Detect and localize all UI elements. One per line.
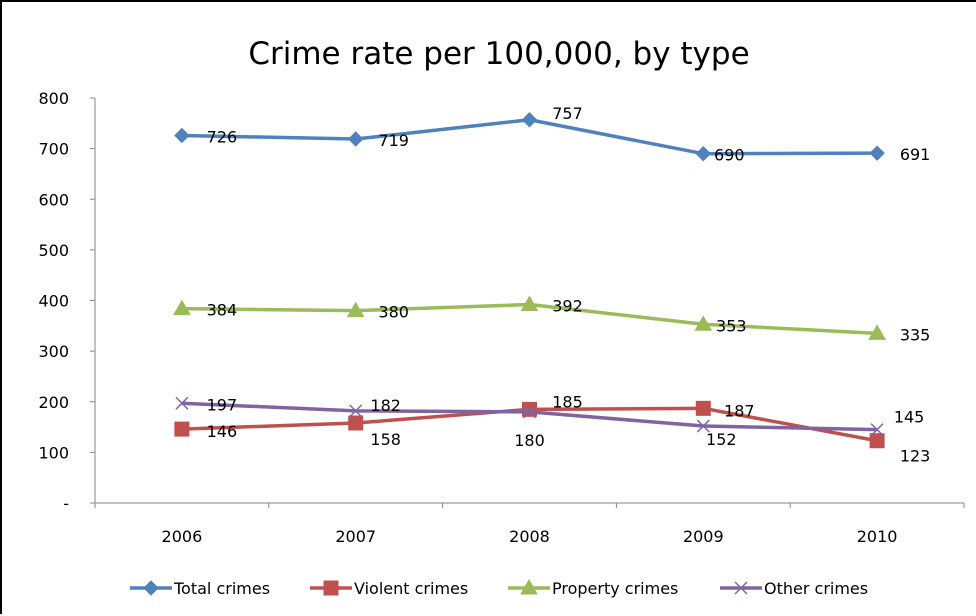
data-label-property-crimes: 335 xyxy=(900,325,931,344)
y-tick-label: 800 xyxy=(38,89,69,108)
y-tick-label: 600 xyxy=(38,190,69,209)
data-label-total-crimes: 719 xyxy=(378,131,409,150)
series-total-crimes xyxy=(174,112,885,162)
data-label-other-crimes: 145 xyxy=(894,408,925,427)
x-tick-label: 2010 xyxy=(857,527,898,546)
data-point-other-crimes xyxy=(522,405,537,419)
legend-label: Total crimes xyxy=(173,579,270,598)
data-label-total-crimes: 691 xyxy=(900,145,931,164)
data-label-property-crimes: 384 xyxy=(207,301,238,320)
data-point-property-crimes xyxy=(520,295,539,312)
data-point-other-crimes xyxy=(175,396,189,410)
y-tick-label: 400 xyxy=(38,292,69,311)
legend-label: Property crimes xyxy=(552,579,678,598)
x-tick-label: 2006 xyxy=(162,527,203,546)
legend-marker xyxy=(143,580,159,596)
data-label-other-crimes: 180 xyxy=(514,431,545,450)
legend-item-total-crimes: Total crimes xyxy=(130,579,270,598)
data-label-violent-crimes: 123 xyxy=(900,447,931,466)
data-point-property-crimes xyxy=(346,301,365,318)
data-point-violent-crimes xyxy=(695,400,711,416)
data-point-total-crimes xyxy=(347,131,364,147)
legend-label: Other crimes xyxy=(764,579,868,598)
data-labels: 726 719 757 690 691 146 158 185 187 123 384 380 392 3… xyxy=(207,104,931,466)
data-point-other-crimes xyxy=(870,423,884,437)
data-point-violent-crimes xyxy=(174,421,190,437)
legend-item-violent-crimes: Violent crimes xyxy=(310,579,468,598)
y-tick-label: - xyxy=(63,494,69,513)
data-point-total-crimes xyxy=(869,145,885,161)
data-label-violent-crimes: 185 xyxy=(552,392,583,411)
legend-marker xyxy=(734,581,748,595)
data-point-total-crimes xyxy=(695,145,712,162)
data-label-total-crimes: 726 xyxy=(207,127,238,146)
data-point-property-crimes xyxy=(694,315,713,331)
legend-marker xyxy=(520,578,538,595)
legend-item-other-crimes: Other crimes xyxy=(720,579,868,598)
data-point-violent-crimes xyxy=(348,415,364,431)
data-point-property-crimes xyxy=(868,324,886,340)
data-label-other-crimes: 182 xyxy=(370,396,401,415)
y-tick-label: 100 xyxy=(38,443,69,462)
data-point-violent-crimes xyxy=(522,401,537,417)
legend-label: Violent crimes xyxy=(354,579,468,598)
legend-marker xyxy=(323,580,339,596)
y-tick-label: 300 xyxy=(38,342,69,361)
data-point-other-crimes xyxy=(696,419,710,433)
data-point-property-crimes xyxy=(173,299,191,316)
data-label-violent-crimes: 187 xyxy=(724,401,755,420)
data-label-property-crimes: 392 xyxy=(552,297,583,316)
y-axis-ticks: - 100 200 300 400 500 600 700 800 xyxy=(38,89,95,513)
data-label-violent-crimes: 146 xyxy=(207,422,238,441)
data-label-total-crimes: 757 xyxy=(552,104,583,123)
data-label-other-crimes: 197 xyxy=(207,395,238,414)
series-other-crimes xyxy=(175,396,884,437)
chart-title: Crime rate per 100,000, by type xyxy=(248,36,749,72)
data-point-total-crimes xyxy=(174,127,190,144)
y-tick-label: 700 xyxy=(38,140,69,159)
data-label-property-crimes: 380 xyxy=(378,303,409,322)
y-tick-label: 500 xyxy=(38,241,69,260)
data-label-property-crimes: 353 xyxy=(716,316,747,335)
data-point-violent-crimes xyxy=(869,433,885,449)
data-point-total-crimes xyxy=(521,112,538,128)
x-tick-label: 2008 xyxy=(509,527,550,546)
x-tick-label: 2009 xyxy=(683,527,724,546)
y-tick-label: 200 xyxy=(38,393,69,412)
series-property-crimes xyxy=(173,295,886,340)
legend: Total crimes Violent crimes Property crime… xyxy=(130,578,868,598)
x-axis-ticks: 2006 2007 2008 2009 2010 xyxy=(94,503,965,546)
data-point-other-crimes xyxy=(349,404,363,418)
series-layer xyxy=(173,112,886,449)
x-tick-label: 2007 xyxy=(335,527,376,546)
data-label-other-crimes: 152 xyxy=(706,430,737,449)
data-label-violent-crimes: 158 xyxy=(370,430,401,449)
legend-item-property-crimes: Property crimes xyxy=(508,578,678,598)
data-label-total-crimes: 690 xyxy=(714,146,745,165)
